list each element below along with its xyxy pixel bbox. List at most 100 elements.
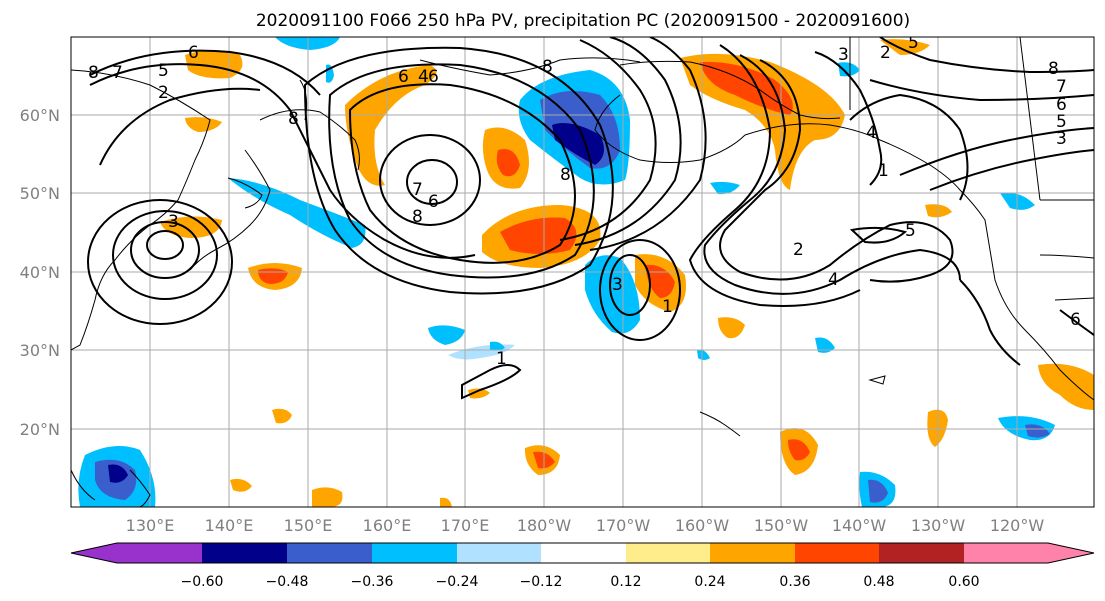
precip-positive-blob: [185, 117, 222, 132]
precip-negative-blob: [1025, 424, 1050, 438]
colorbar-bin: [202, 543, 287, 563]
contour-label: 6: [428, 192, 439, 212]
contour-label: 1: [662, 297, 673, 317]
lat-label: 60°N: [20, 106, 60, 125]
lon-label: 170°E: [441, 516, 490, 535]
lon-label: 140°E: [205, 516, 254, 535]
precip-positive-blob: [185, 50, 243, 79]
precip-negative-blob: [838, 62, 860, 77]
contour-label: 2: [793, 240, 804, 260]
precip-negative-blob: [108, 464, 128, 483]
contour-label: 6: [428, 67, 439, 87]
contour-label: 5: [158, 61, 169, 81]
precip-positive-blob: [496, 149, 520, 177]
contour-label: 4: [828, 270, 839, 290]
lon-label: 140°W: [832, 516, 887, 535]
precip-positive-blob: [440, 497, 452, 507]
colorbar-bin: [710, 543, 795, 563]
lon-label: 120°W: [990, 516, 1045, 535]
contour-label: 5: [1056, 112, 1067, 132]
colorbar-bin: [457, 543, 541, 563]
colorbar-tick-label: 0.60: [948, 574, 979, 590]
colorbar-max-extend: [1048, 543, 1094, 563]
contour-label: 4: [418, 67, 429, 87]
contour-label: 5: [908, 33, 919, 53]
precip-positive-blob: [788, 439, 810, 461]
precip-positive-blob: [230, 478, 252, 492]
contour-label: 5: [905, 221, 916, 241]
contour-label: 6: [1070, 310, 1081, 330]
colorbar-tick-label: 0.36: [779, 574, 810, 590]
precip-positive-blob: [312, 487, 343, 507]
colorbar-min-extend: [71, 543, 117, 563]
lat-label: 40°N: [20, 263, 60, 282]
colorbar-bin: [964, 543, 1048, 563]
contour-label: 1: [496, 349, 507, 369]
contour-label: 8: [288, 109, 299, 129]
contour-label: 7: [412, 180, 423, 200]
lat-label: 50°N: [20, 184, 60, 203]
colorbar-tick-label: −0.24: [436, 574, 479, 590]
precip-negative-blob: [490, 341, 505, 351]
colorbar-bin: [879, 543, 964, 563]
precip-negative-blob: [815, 337, 835, 353]
contour-label: 1: [878, 161, 889, 181]
contour-label: 3: [838, 45, 849, 65]
colorbar-tick-label: 0.12: [610, 574, 641, 590]
precip-positive-blob: [468, 388, 490, 399]
contour-label: 2: [880, 43, 891, 63]
pv-contours: [87, 37, 1094, 400]
contour-label: 4: [866, 123, 877, 143]
lon-label: 160°W: [675, 516, 730, 535]
contour-label: 2: [158, 83, 169, 103]
colorbar-tick-label: 0.48: [863, 574, 894, 590]
latitude-labels: 60°N 50°N 40°N 30°N 20°N: [20, 106, 60, 439]
precip-negative-blob: [868, 479, 888, 503]
precip-negative-blob: [697, 349, 710, 360]
map-area: 8 7 5 2 6 8 6 4 6 7 6 8 3 8 8 1 3 2 4 5 …: [71, 33, 1094, 507]
colorbar: −0.60 −0.48 −0.36 −0.24 −0.12 0.12 0.24 …: [70, 542, 1095, 590]
contour-label: 7: [1056, 77, 1067, 97]
contour-label: 6: [188, 43, 199, 63]
contour-label: 8: [88, 63, 99, 83]
colorbar-tick-label: −0.48: [266, 574, 309, 590]
colorbar-bin: [626, 543, 710, 563]
contour-label: 8: [560, 165, 571, 185]
lat-label: 20°N: [20, 420, 60, 439]
precip-positive-blob: [645, 264, 675, 298]
contour-label: 7: [112, 63, 123, 83]
contour-label: 3: [1056, 129, 1067, 149]
contour-labels: 8 7 5 2 6 8 6 4 6 7 6 8 3 8 8 1 3 2 4 5 …: [88, 33, 1081, 369]
precip-negative-blob: [710, 181, 740, 195]
contour-label: 8: [412, 207, 423, 227]
lon-label: 130°E: [126, 516, 175, 535]
precip-negative-blob: [552, 122, 604, 165]
colorbar-tick-label: 0.24: [694, 574, 725, 590]
lon-label: 160°E: [363, 516, 412, 535]
precip-positive-blob: [700, 61, 793, 115]
colorbar-bin: [372, 543, 457, 563]
precip-positive-blob: [345, 65, 437, 186]
map-frame: [70, 36, 1095, 508]
contour-label: 3: [612, 275, 623, 295]
lon-label: 130°W: [911, 516, 966, 535]
lon-label: 170°W: [596, 516, 651, 535]
colorbar-bin: [117, 543, 202, 563]
lon-label: 180°W: [517, 516, 572, 535]
lon-label: 150°W: [754, 516, 809, 535]
precip-positive-blob: [718, 317, 745, 339]
precip-positive-blob: [880, 39, 930, 55]
colorbar-bin: [541, 543, 626, 563]
precip-negative-blob: [428, 325, 465, 345]
contour-label: 3: [168, 212, 179, 232]
colorbar-tick-label: −0.36: [351, 574, 394, 590]
colorbar-outline: [70, 542, 1095, 564]
lat-label: 30°N: [20, 341, 60, 360]
precip-positive-blob: [500, 217, 577, 254]
colorbar-tick-label: −0.60: [181, 574, 224, 590]
precip-negative-blob: [228, 178, 366, 248]
contour-label: 6: [398, 67, 409, 87]
precip-positive-blob: [1038, 363, 1094, 410]
precip-positive-blob: [272, 408, 292, 424]
